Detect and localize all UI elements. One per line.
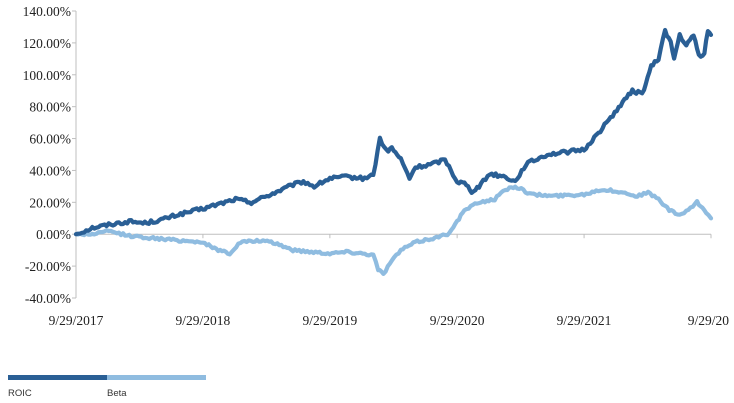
y-tick-label: 140.00% <box>23 4 71 19</box>
legend-swatch-roic <box>8 375 107 380</box>
y-tick-label: -40.00% <box>25 291 71 306</box>
y-tick-label: 80.00% <box>29 100 71 115</box>
x-axis: 9/29/2017 9/29/2018 9/29/2019 9/29/2020 9/29… <box>49 233 730 328</box>
x-tick-label: 9/29/2018 <box>176 313 231 328</box>
y-tick-label: 0.00% <box>36 227 71 242</box>
legend-label-beta: Beta <box>107 388 127 399</box>
x-tick-label: 9/29/2020 <box>430 313 485 328</box>
legend-swatch-beta <box>107 375 206 380</box>
series-line-roic <box>73 27 714 237</box>
y-tick-label: 100.00% <box>23 68 71 83</box>
y-axis: -40.00% -20.00% 0.00% 20.00% 40.00% 60.00% 80.… <box>23 4 77 306</box>
x-tick-label: 9/29/20 <box>688 313 730 328</box>
y-tick-label: 20.00% <box>29 195 71 210</box>
y-tick-label: 120.00% <box>23 36 71 51</box>
y-tick-label: 40.00% <box>29 163 71 178</box>
series-layer <box>73 27 714 276</box>
series-line-beta <box>73 184 714 276</box>
x-tick-label: 9/29/2017 <box>49 313 104 328</box>
x-tick-label: 9/29/2019 <box>302 313 357 328</box>
x-tick-label: 9/29/2021 <box>557 313 612 328</box>
y-tick-label: -20.00% <box>25 259 71 274</box>
legend-label-roic: ROIC <box>8 388 32 399</box>
y-tick-label: 60.00% <box>29 132 71 147</box>
legend: ROIC Beta <box>8 375 206 399</box>
